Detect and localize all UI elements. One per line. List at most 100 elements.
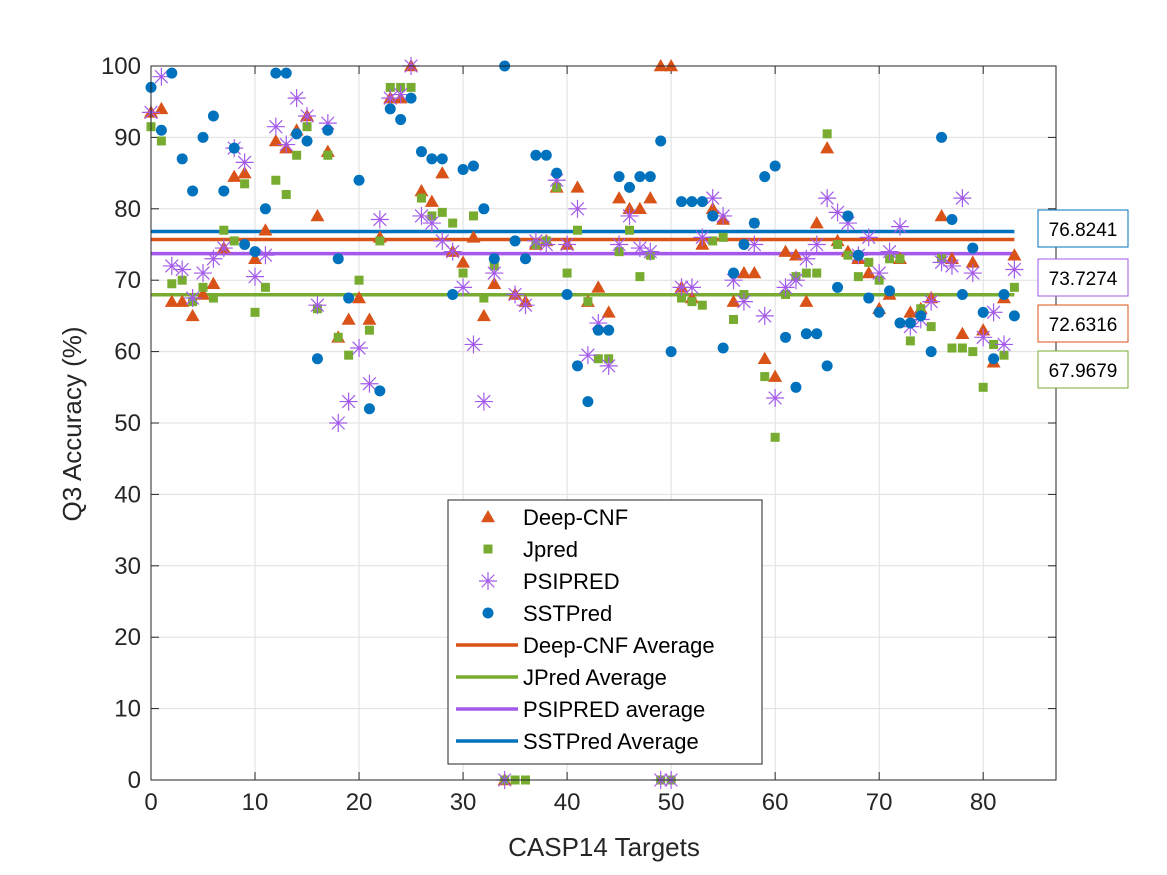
data-point-triangle: [778, 244, 793, 257]
data-point-circle: [176, 153, 188, 165]
data-point-circle: [655, 135, 667, 147]
data-point-star: [942, 256, 961, 275]
data-point-triangle: [206, 276, 221, 290]
data-point-circle: [457, 164, 469, 176]
data-point-circle: [270, 67, 282, 79]
data-point-triangle: [362, 312, 377, 325]
data-point-star: [266, 117, 285, 136]
data-point-square: [583, 297, 593, 307]
data-point-triangle: [934, 208, 949, 222]
data-point-square: [926, 322, 936, 332]
data-point-triangle: [414, 183, 429, 197]
data-point-square: [208, 293, 218, 303]
data-point-circle: [551, 167, 563, 179]
data-point-star: [568, 199, 587, 218]
data-point-circle: [207, 110, 219, 122]
data-point-square: [895, 254, 905, 264]
data-point-circle: [894, 317, 906, 329]
data-point-circle: [769, 160, 781, 172]
x-tick-label: 10: [242, 789, 269, 816]
data-point-star: [870, 264, 889, 283]
data-point-triangle: [705, 201, 720, 215]
data-point-star: [360, 374, 379, 393]
data-point-star: [620, 206, 639, 225]
legend-label: Deep-CNF Average: [523, 633, 715, 658]
legend-label: SSTPred Average: [523, 729, 699, 754]
data-point-star: [329, 414, 348, 432]
data-point-triangle: [570, 180, 585, 193]
legend-label: PSIPRED: [523, 569, 620, 594]
data-point-circle: [259, 203, 271, 215]
data-point-star: [537, 235, 556, 254]
y-axis-label: Q3 Accuracy (%): [57, 326, 87, 521]
data-point-circle: [301, 135, 313, 147]
data-point-star: [173, 260, 192, 279]
data-point-star: [641, 242, 660, 261]
data-point-star: [786, 271, 805, 290]
data-point-square: [250, 307, 260, 317]
data-point-star: [474, 392, 493, 411]
data-point-circle: [707, 210, 719, 222]
data-point-circle: [363, 403, 375, 415]
data-point-square: [687, 297, 697, 307]
data-point-triangle: [757, 351, 772, 364]
data-point-star: [953, 189, 972, 208]
average-annotation-value: 76.8241: [1049, 220, 1118, 241]
data-point-square: [677, 293, 687, 303]
data-point-square: [219, 225, 229, 235]
data-point-circle: [738, 239, 750, 250]
data-point-star: [578, 346, 597, 365]
data-point-star: [422, 214, 441, 233]
data-point-square: [947, 343, 957, 353]
data-point-circle: [187, 185, 199, 197]
y-tick-label: 40: [114, 481, 141, 508]
y-tick-label: 20: [114, 624, 141, 651]
y-tick-label: 0: [128, 767, 141, 794]
data-point-square: [822, 129, 832, 139]
data-point-star: [703, 189, 722, 208]
data-point-square: [448, 218, 458, 228]
data-point-triangle: [861, 266, 876, 279]
data-point-star: [610, 235, 629, 254]
data-point-circle: [676, 196, 688, 208]
y-tick-label: 80: [114, 196, 141, 223]
data-point-star: [370, 210, 389, 229]
data-point-triangle: [487, 276, 502, 290]
data-point-star: [214, 239, 233, 258]
data-point-circle: [946, 214, 958, 226]
data-point-star: [277, 135, 296, 154]
data-point-circle: [478, 203, 490, 215]
data-point-circle: [852, 249, 864, 261]
data-point-square: [229, 236, 239, 246]
series-sstpred: [145, 60, 1020, 415]
data-point-square: [833, 240, 843, 249]
data-point-star: [984, 303, 1003, 322]
data-point-circle: [915, 310, 927, 322]
data-point-star: [890, 217, 909, 236]
data-point-square: [864, 257, 874, 267]
data-point-square: [323, 150, 333, 160]
data-point-circle: [780, 331, 792, 343]
data-point-circle: [936, 131, 948, 143]
data-point-square: [198, 282, 208, 292]
x-tick-label: 70: [866, 789, 893, 816]
data-point-square: [635, 272, 645, 282]
data-point-star: [464, 335, 483, 354]
data-point-triangle: [435, 166, 450, 179]
data-point-star: [443, 242, 462, 261]
data-point-circle: [447, 288, 459, 300]
data-point-triangle: [799, 294, 814, 307]
data-point-square: [385, 82, 395, 92]
legend-label: JPred Average: [523, 665, 667, 690]
legend-label: SSTPred: [523, 601, 612, 626]
legend-label: Deep-CNF: [523, 505, 628, 530]
legend: Deep-CNF Jpred PSIPRED SSTPred Deep-CNF Aver…: [447, 499, 763, 765]
data-point-triangle: [643, 191, 658, 204]
data-point-triangle: [352, 291, 367, 304]
average-annotation-box: [1037, 304, 1129, 343]
data-point-triangle: [955, 326, 970, 339]
y-tick-label: 30: [114, 553, 141, 580]
data-point-circle: [686, 196, 698, 208]
data-point-circle: [436, 153, 448, 165]
data-point-triangle: [768, 369, 783, 382]
